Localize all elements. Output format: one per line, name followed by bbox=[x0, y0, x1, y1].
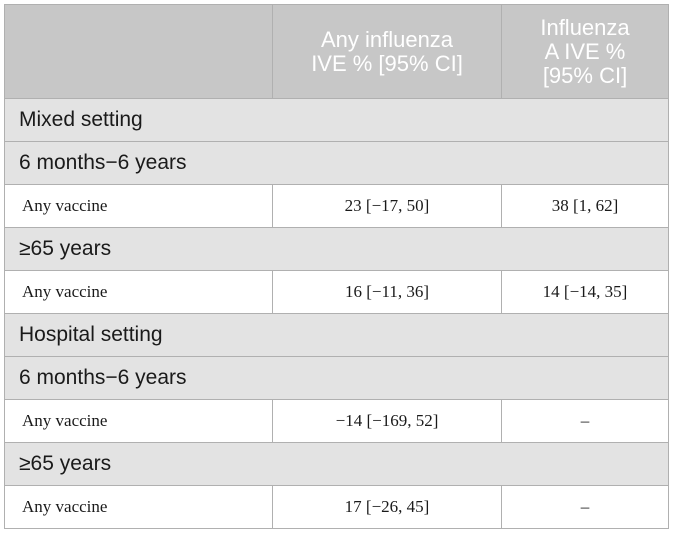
header-any-influenza-ive: Any influenza IVE % [95% CI] bbox=[272, 4, 502, 99]
row-label: Any vaccine bbox=[4, 399, 273, 443]
table-row: Any vaccine 16 [−11, 36] 14 [−14, 35] bbox=[4, 270, 669, 314]
section-label: 6 months−6 years bbox=[4, 141, 669, 185]
influenza-a-ive-cell: 14 [−14, 35] bbox=[501, 270, 669, 314]
row-label: Any vaccine bbox=[4, 270, 273, 314]
influenza-a-ive-cell: – bbox=[501, 399, 669, 443]
any-influenza-ive-cell: 17 [−26, 45] bbox=[272, 485, 502, 529]
section-label: 6 months−6 years bbox=[4, 356, 669, 400]
header-influenza-a-ive: Influenza A IVE % [95% CI] bbox=[501, 4, 669, 99]
table-row: Any vaccine 17 [−26, 45] – bbox=[4, 485, 669, 529]
row-label: Any vaccine bbox=[4, 485, 273, 529]
table-row: Any vaccine −14 [−169, 52] – bbox=[4, 399, 669, 443]
header-empty-cell bbox=[4, 4, 273, 99]
any-influenza-ive-cell: 23 [−17, 50] bbox=[272, 184, 502, 228]
any-influenza-ive-cell: −14 [−169, 52] bbox=[272, 399, 502, 443]
section-label: Mixed setting bbox=[4, 98, 669, 142]
header-any-influenza-line-2: IVE % [95% CI] bbox=[311, 50, 463, 76]
section-label: ≥65 years bbox=[4, 442, 669, 486]
row-label: Any vaccine bbox=[4, 184, 273, 228]
section-row-65-plus-years: ≥65 years bbox=[4, 442, 669, 486]
section-row-65-plus-years: ≥65 years bbox=[4, 227, 669, 271]
section-label: ≥65 years bbox=[4, 227, 669, 271]
section-label: Hospital setting bbox=[4, 313, 669, 357]
section-row-6-months-6-years: 6 months−6 years bbox=[4, 141, 669, 185]
header-influenza-a-line-3: [95% CI] bbox=[542, 62, 628, 88]
table-row: Any vaccine 23 [−17, 50] 38 [1, 62] bbox=[4, 184, 669, 228]
section-row-mixed-setting: Mixed setting bbox=[4, 98, 669, 142]
section-row-6-months-6-years: 6 months−6 years bbox=[4, 356, 669, 400]
header-influenza-a-line-1: Influenza bbox=[540, 14, 630, 40]
section-row-hospital-setting: Hospital setting bbox=[4, 313, 669, 357]
header-influenza-a-line-2: A IVE % bbox=[544, 38, 626, 64]
any-influenza-ive-cell: 16 [−11, 36] bbox=[272, 270, 502, 314]
influenza-a-ive-cell: – bbox=[501, 485, 669, 529]
influenza-ive-table: Any influenza IVE % [95% CI] Influenza A… bbox=[4, 4, 669, 529]
header-any-influenza-line-1: Any influenza bbox=[320, 26, 454, 52]
influenza-a-ive-cell: 38 [1, 62] bbox=[501, 184, 669, 228]
header-row: Any influenza IVE % [95% CI] Influenza A… bbox=[4, 4, 669, 99]
